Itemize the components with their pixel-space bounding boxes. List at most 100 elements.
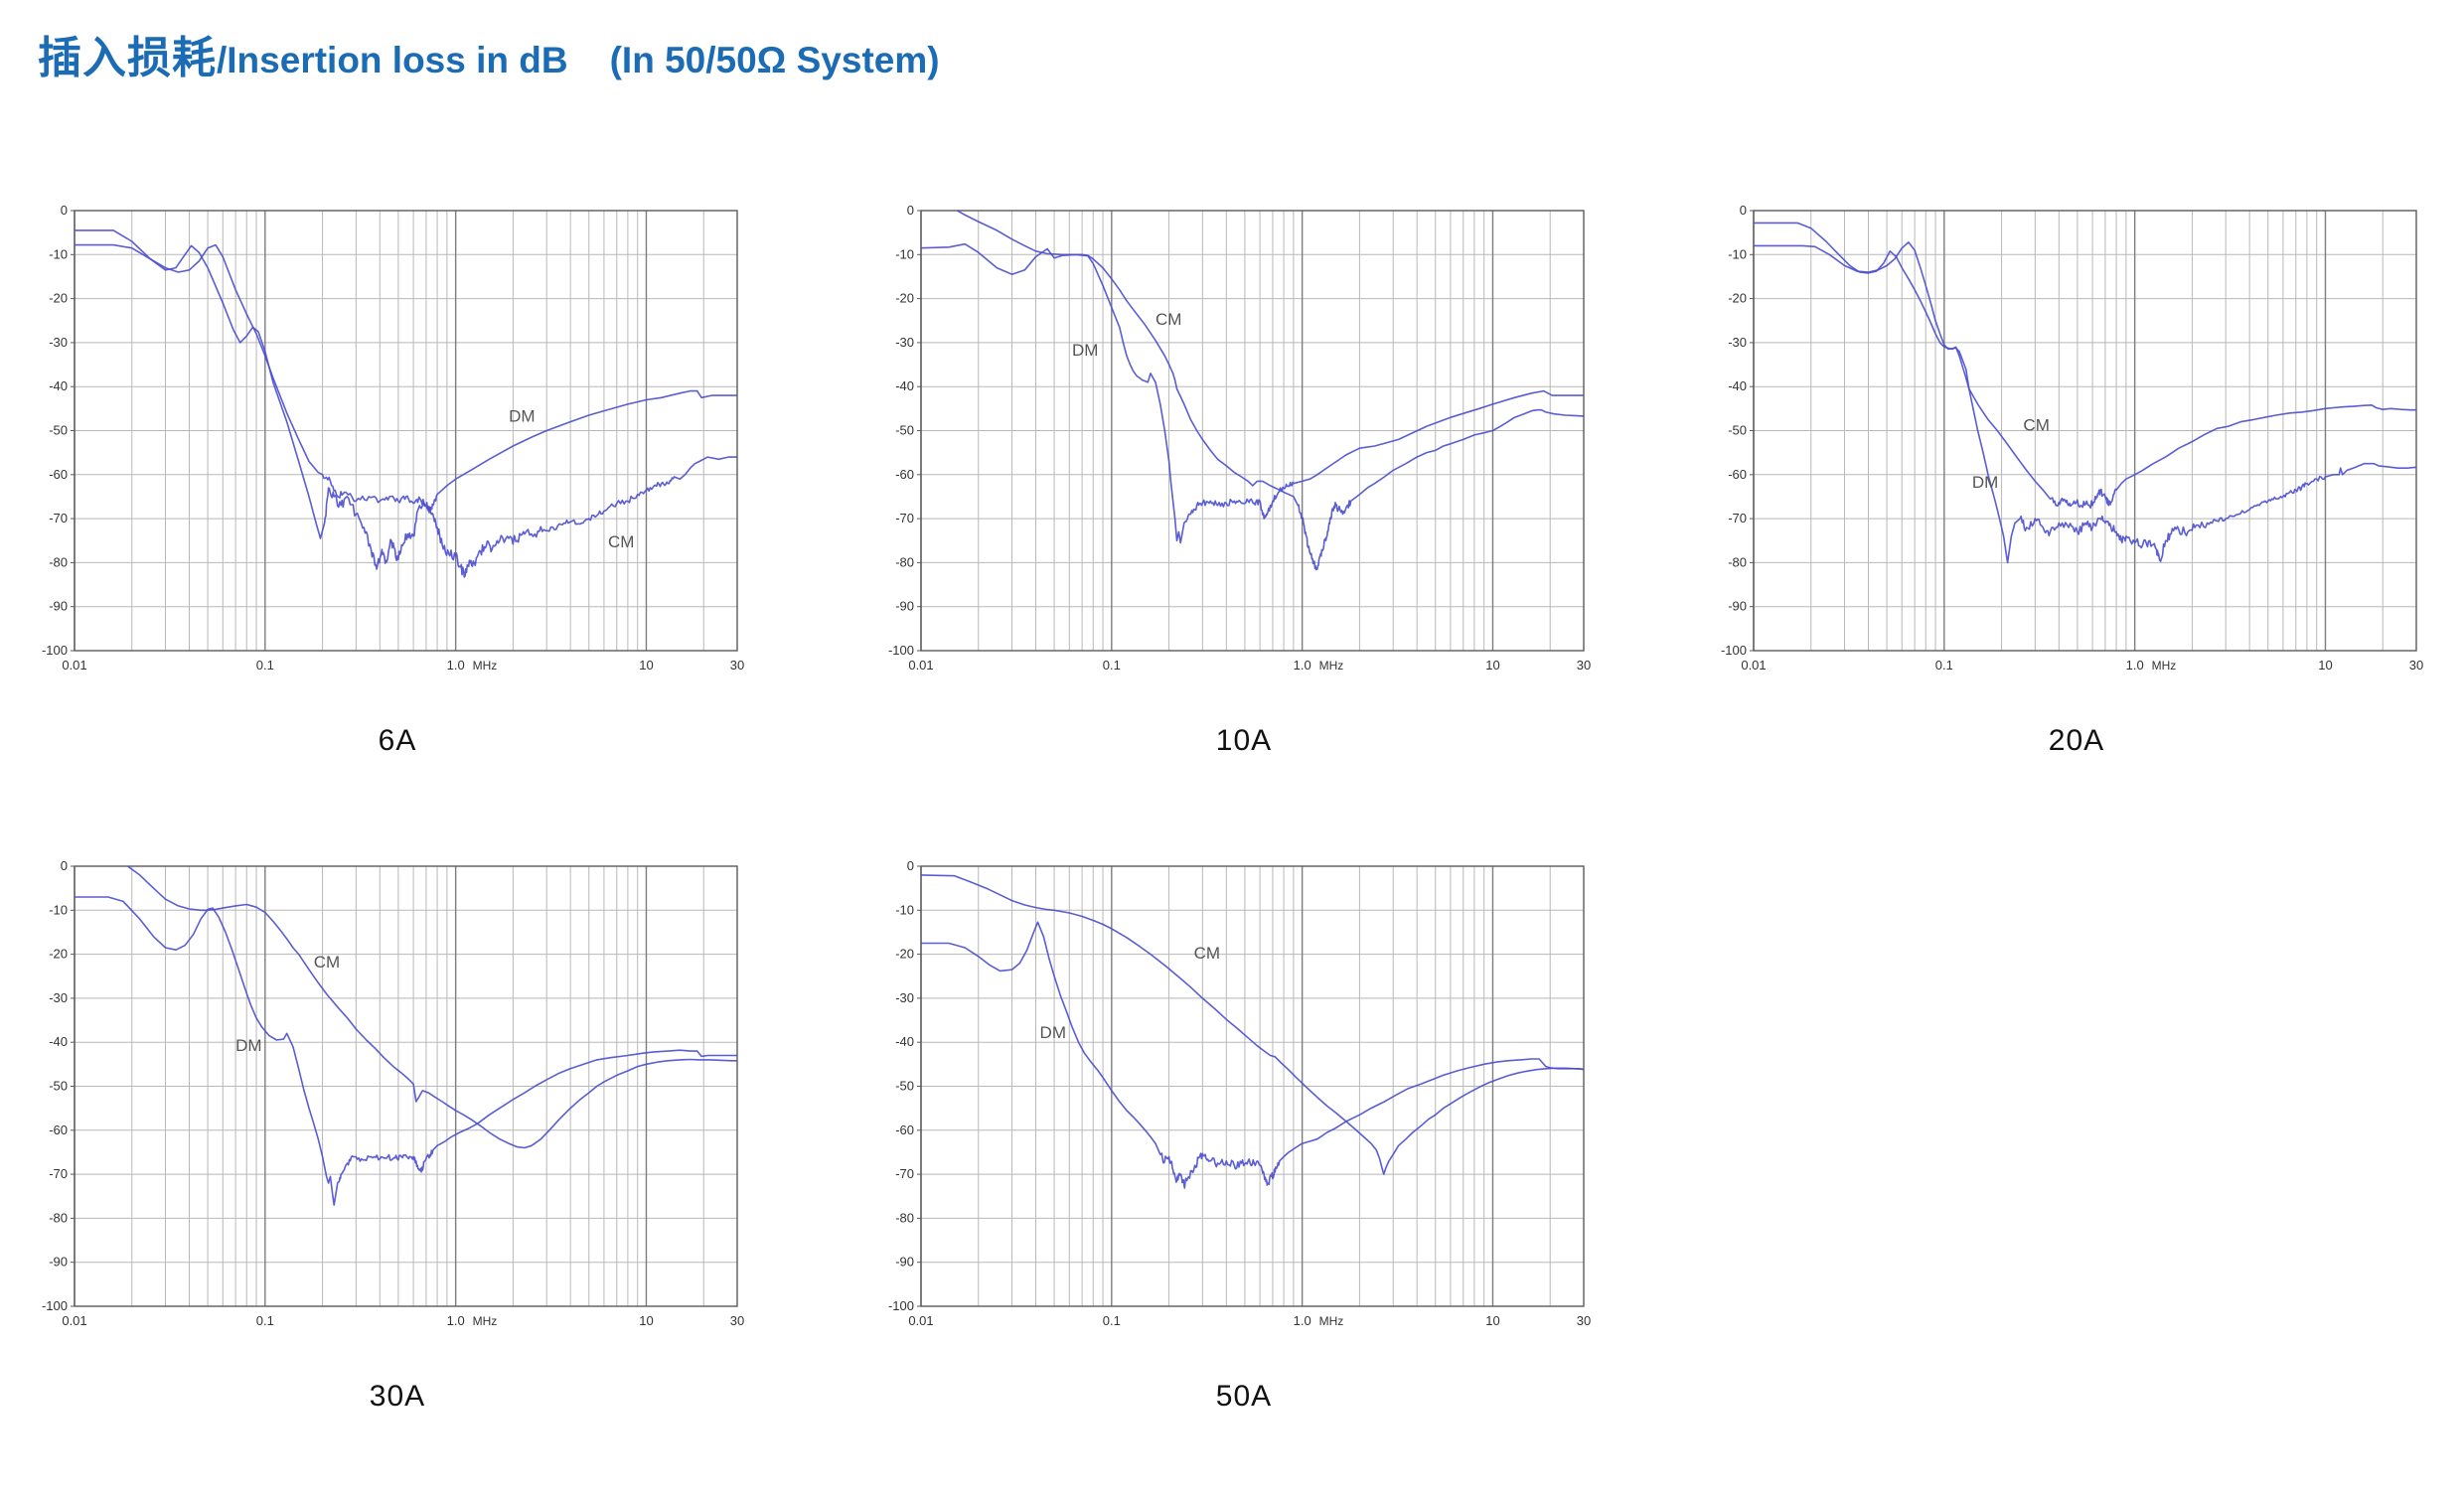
- y-tick-label: -100: [1721, 643, 1747, 658]
- y-tick-label: -50: [1728, 423, 1747, 438]
- series-label-cm: CM: [2023, 416, 2049, 435]
- y-tick-label: -60: [1728, 467, 1747, 482]
- y-tick-label: -30: [49, 990, 68, 1005]
- x-tick-label: 0.1: [1935, 658, 1953, 673]
- grid: [74, 210, 737, 652]
- series-label-dm: DM: [1040, 1023, 1066, 1042]
- y-tick-label: -30: [895, 335, 914, 350]
- x-tick-label: 1.0: [447, 1313, 465, 1328]
- x-tick-label: 30: [730, 1313, 744, 1328]
- y-tick-label: -20: [895, 947, 914, 962]
- x-tick-label: 10: [1485, 1313, 1499, 1328]
- chart-caption-6a: 6A: [378, 724, 417, 757]
- y-tick-label: -40: [49, 378, 68, 393]
- series-label-dm: DM: [509, 407, 535, 426]
- x-tick-label: 10: [639, 1313, 653, 1328]
- y-tick-label: -10: [49, 902, 68, 917]
- x-tick-label: 30: [2409, 658, 2423, 673]
- y-tick-label: -40: [895, 1034, 914, 1049]
- series-label-cm: CM: [314, 953, 340, 972]
- curve-cm: [127, 865, 737, 1149]
- y-tick-label: -10: [895, 246, 914, 261]
- grid: [74, 865, 737, 1307]
- y-tick-label: -80: [49, 554, 68, 569]
- x-tick-label: 30: [1577, 1313, 1591, 1328]
- y-tick-label: -10: [1728, 246, 1747, 261]
- y-tick-label: -10: [49, 246, 68, 261]
- chart-10a: 0 -10 -20 -30 -40 -50 -60 -70 -80 -90 -100 0.01 0.1 1…: [886, 194, 1602, 758]
- y-tick-label: -70: [895, 1166, 914, 1181]
- chart-caption-10a: 10A: [1215, 724, 1273, 757]
- y-tick-label: -60: [895, 1123, 914, 1137]
- y-tick-label: -40: [1728, 378, 1747, 393]
- x-tick-label: 1.0: [2126, 658, 2144, 673]
- y-tick-label: -60: [895, 467, 914, 482]
- y-tick-label: -80: [895, 554, 914, 569]
- y-tick-label: -50: [895, 423, 914, 438]
- x-tick-label: 0.01: [62, 658, 86, 673]
- page-title: 插入损耗/Insertion loss in dB (In 50/50Ω Syst…: [38, 22, 940, 85]
- y-tick-label: -20: [895, 291, 914, 306]
- grid: [1753, 210, 2416, 652]
- y-tick-label: -90: [1728, 599, 1747, 614]
- x-tick-label: 10: [1485, 658, 1499, 673]
- series-label-cm: CM: [608, 532, 634, 551]
- y-tick-label: -30: [895, 990, 914, 1005]
- series-label-cm: CM: [1155, 310, 1181, 329]
- chart-caption-30a: 30A: [369, 1380, 426, 1413]
- x-tick-label: 0.01: [1741, 658, 1766, 673]
- x-tick-label: 1.0: [1294, 1313, 1311, 1328]
- x-tick-label: 0.1: [1103, 1313, 1121, 1328]
- curve-cm: [75, 229, 737, 578]
- curve-dm: [921, 921, 1585, 1189]
- y-tick-label: 0: [1740, 203, 1747, 218]
- curve-dm: [1754, 241, 2417, 564]
- x-tick-label: 0.01: [908, 658, 933, 673]
- y-tick-label: -40: [895, 378, 914, 393]
- x-tick-label: 30: [730, 658, 744, 673]
- x-axis-unit-label: MHz: [2152, 659, 2177, 673]
- series-label-dm: DM: [1072, 341, 1098, 360]
- curve-dm: [920, 242, 1584, 544]
- y-tick-label: -80: [895, 1210, 914, 1225]
- y-tick-label: -60: [49, 467, 68, 482]
- x-axis-unit-label: MHz: [473, 1314, 498, 1328]
- chart-caption-50a: 50A: [1215, 1380, 1273, 1413]
- y-tick-label: -40: [49, 1034, 68, 1049]
- series-label-dm: DM: [235, 1036, 261, 1055]
- chart-caption-20a: 20A: [2048, 724, 2105, 757]
- y-tick-label: -100: [888, 643, 914, 658]
- y-tick-label: -70: [895, 511, 914, 525]
- y-tick-label: -60: [49, 1123, 68, 1137]
- x-tick-label: 0.1: [256, 1313, 274, 1328]
- curve-cm: [957, 210, 1585, 571]
- y-tick-label: 0: [907, 203, 914, 218]
- x-tick-label: 10: [2318, 658, 2332, 673]
- y-tick-label: -50: [895, 1079, 914, 1094]
- y-tick-label: -30: [49, 335, 68, 350]
- y-tick-label: -80: [1728, 554, 1747, 569]
- y-tick-label: 0: [61, 203, 68, 218]
- grid: [920, 210, 1584, 652]
- x-axis-unit-label: MHz: [473, 659, 498, 673]
- y-tick-label: -100: [42, 643, 68, 658]
- y-tick-label: -80: [49, 1210, 68, 1225]
- y-tick-label: -90: [49, 1255, 68, 1270]
- x-tick-label: 1.0: [1294, 658, 1311, 673]
- y-tick-label: -90: [895, 1255, 914, 1270]
- chart-6a: 0 -10 -20 -30 -40 -50 -60 -70 -80 -90 -100 0.01 0.1 1…: [40, 194, 755, 758]
- x-axis-unit-label: MHz: [1319, 659, 1344, 673]
- x-tick-label: 10: [639, 658, 653, 673]
- y-tick-label: -10: [895, 902, 914, 917]
- curve-cm: [1754, 222, 2416, 510]
- y-tick-label: -20: [49, 947, 68, 962]
- y-tick-label: -90: [49, 599, 68, 614]
- page-title-system-note: (In 50/50Ω System): [609, 40, 940, 80]
- y-tick-label: -70: [49, 1166, 68, 1181]
